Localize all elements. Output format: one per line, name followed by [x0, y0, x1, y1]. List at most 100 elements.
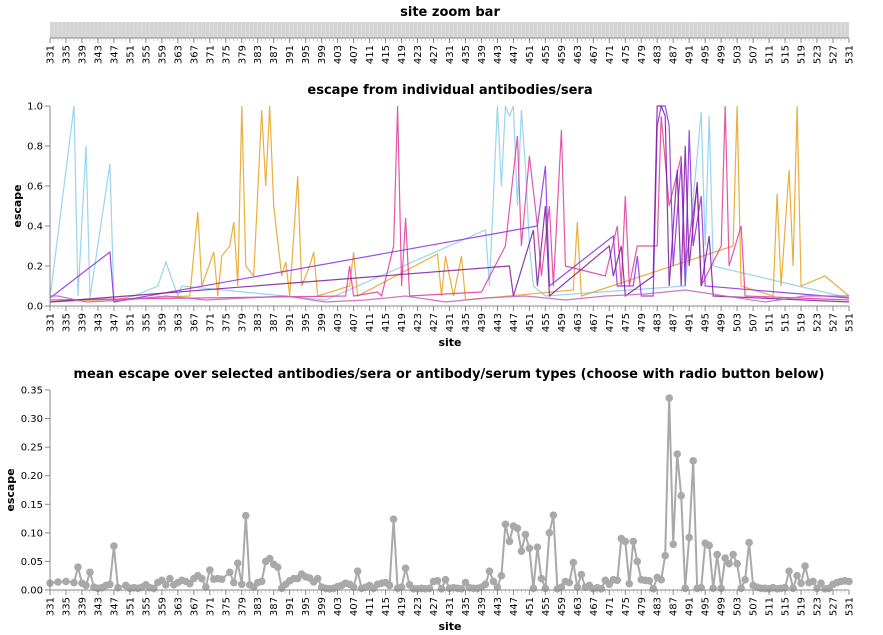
mean-escape-point [633, 557, 642, 566]
y-tick-label: 1.0 [27, 102, 43, 113]
x-tick-label: 419 [397, 313, 408, 332]
x-tick-label: 395 [301, 45, 312, 64]
x-tick-label: 359 [157, 313, 168, 332]
x-tick-label: 459 [557, 45, 568, 64]
x-tick-label: 371 [205, 597, 216, 616]
x-tick-label: 363 [173, 45, 184, 64]
x-tick-label: 363 [173, 597, 184, 616]
x-tick-label: 515 [781, 597, 792, 616]
individual-chart-axes: 0.0 0.2 0.4 0.6 0.8 1.0 331 335 339 343 347 351 355 3… [27, 102, 855, 333]
mean-escape-point [525, 544, 534, 553]
y-tick-label: 0.20 [21, 471, 43, 482]
mean-escape-point [86, 568, 94, 577]
site-zoom-bar[interactable] [49, 22, 850, 38]
mean-escape-point [265, 554, 274, 563]
x-tick-label: 519 [797, 45, 808, 64]
x-tick-label: 423 [413, 45, 424, 64]
x-tick-label: 459 [557, 313, 568, 332]
x-tick-label: 415 [381, 597, 392, 616]
x-tick-label: 483 [653, 597, 664, 616]
x-tick-label: 367 [189, 597, 200, 616]
mean-escape-point [489, 577, 498, 586]
x-tick-label: 447 [509, 45, 520, 64]
y-tick-label: 0.05 [21, 557, 43, 568]
mean-escape-point [797, 579, 805, 587]
mean-escape-point [233, 559, 242, 567]
x-tick-label: 475 [621, 45, 632, 64]
x-tick-label: 495 [701, 45, 712, 64]
x-tick-label: 467 [589, 45, 600, 64]
y-tick-label: 0.30 [21, 414, 43, 425]
x-tick-label: 379 [237, 313, 248, 332]
mean-escape-point [401, 564, 410, 573]
x-tick-label: 435 [461, 45, 472, 64]
x-tick-label: 399 [317, 313, 328, 332]
x-tick-label: 427 [429, 313, 440, 332]
x-tick-label: 499 [717, 45, 728, 64]
x-tick-label: 447 [509, 313, 520, 332]
x-tick-label: 439 [477, 597, 488, 616]
x-tick-label: 443 [493, 45, 504, 64]
y-tick-label: 0.6 [27, 182, 43, 193]
x-tick-label: 399 [317, 597, 328, 616]
x-tick-label: 431 [445, 597, 456, 616]
mean-escape-point [433, 577, 442, 585]
mean-escape-point [54, 578, 62, 586]
mean-escape-point [461, 578, 470, 587]
x-tick-label: 511 [765, 313, 776, 332]
x-tick-label: 507 [749, 313, 760, 332]
mean-escape-point [313, 574, 322, 583]
x-tick-label: 479 [637, 597, 648, 616]
x-tick-label: 451 [525, 597, 536, 616]
mean-escape-point [545, 529, 554, 537]
escape-series-line [49, 105, 850, 303]
mean-escape-point [517, 547, 526, 555]
x-tick-label: 379 [237, 45, 248, 64]
x-tick-label: 359 [157, 45, 168, 64]
escape-series-line [50, 289, 849, 303]
mean-escape-point [549, 511, 558, 519]
x-tick-label: 463 [573, 597, 584, 616]
mean-escape-point [661, 551, 670, 560]
x-tick-label: 467 [589, 597, 600, 616]
mean-escape-point [669, 540, 678, 549]
mean-escape-point [577, 570, 586, 579]
mean-escape-point [257, 577, 266, 586]
mean-escape-point [677, 491, 686, 500]
y-tick-label: 0.15 [21, 500, 43, 511]
mean-escape-point [597, 585, 606, 593]
x-tick-label: 339 [77, 597, 88, 616]
mean-escape-point [705, 541, 713, 550]
x-tick-label: 527 [829, 45, 840, 64]
x-tick-label: 331 [46, 45, 57, 64]
x-tick-label: 347 [109, 597, 120, 616]
x-tick-label: 523 [813, 313, 824, 332]
x-tick-label: 339 [77, 313, 88, 332]
x-tick-label: 531 [845, 45, 856, 64]
mean-escape-point [613, 576, 622, 585]
mean-chart-title: mean escape over selected antibodies/ser… [74, 367, 825, 382]
mean-escape-point [729, 550, 737, 559]
mean-escape-point [389, 515, 398, 523]
mean-escape-point [649, 585, 658, 593]
mean-escape-point [745, 538, 753, 547]
x-tick-label: 499 [717, 597, 728, 616]
x-tick-label: 423 [413, 597, 424, 616]
mean-escape-point [673, 450, 682, 458]
x-tick-label: 343 [93, 45, 104, 64]
x-tick-label: 455 [541, 597, 552, 616]
mean-escape-point [501, 520, 510, 529]
mean-escape-line [46, 394, 853, 593]
x-tick-label: 363 [173, 313, 184, 332]
x-tick-label: 419 [397, 597, 408, 616]
x-tick-label: 427 [429, 45, 440, 64]
x-tick-label: 439 [477, 45, 488, 64]
mean-escape-point [217, 575, 226, 583]
x-tick-label: 455 [541, 45, 552, 64]
x-tick-label: 491 [685, 313, 696, 332]
mean-escape-point [82, 581, 90, 590]
x-tick-label: 379 [237, 597, 248, 616]
mean-escape-point [162, 581, 170, 589]
x-tick-label: 515 [781, 313, 792, 332]
x-tick-label: 343 [93, 313, 104, 332]
